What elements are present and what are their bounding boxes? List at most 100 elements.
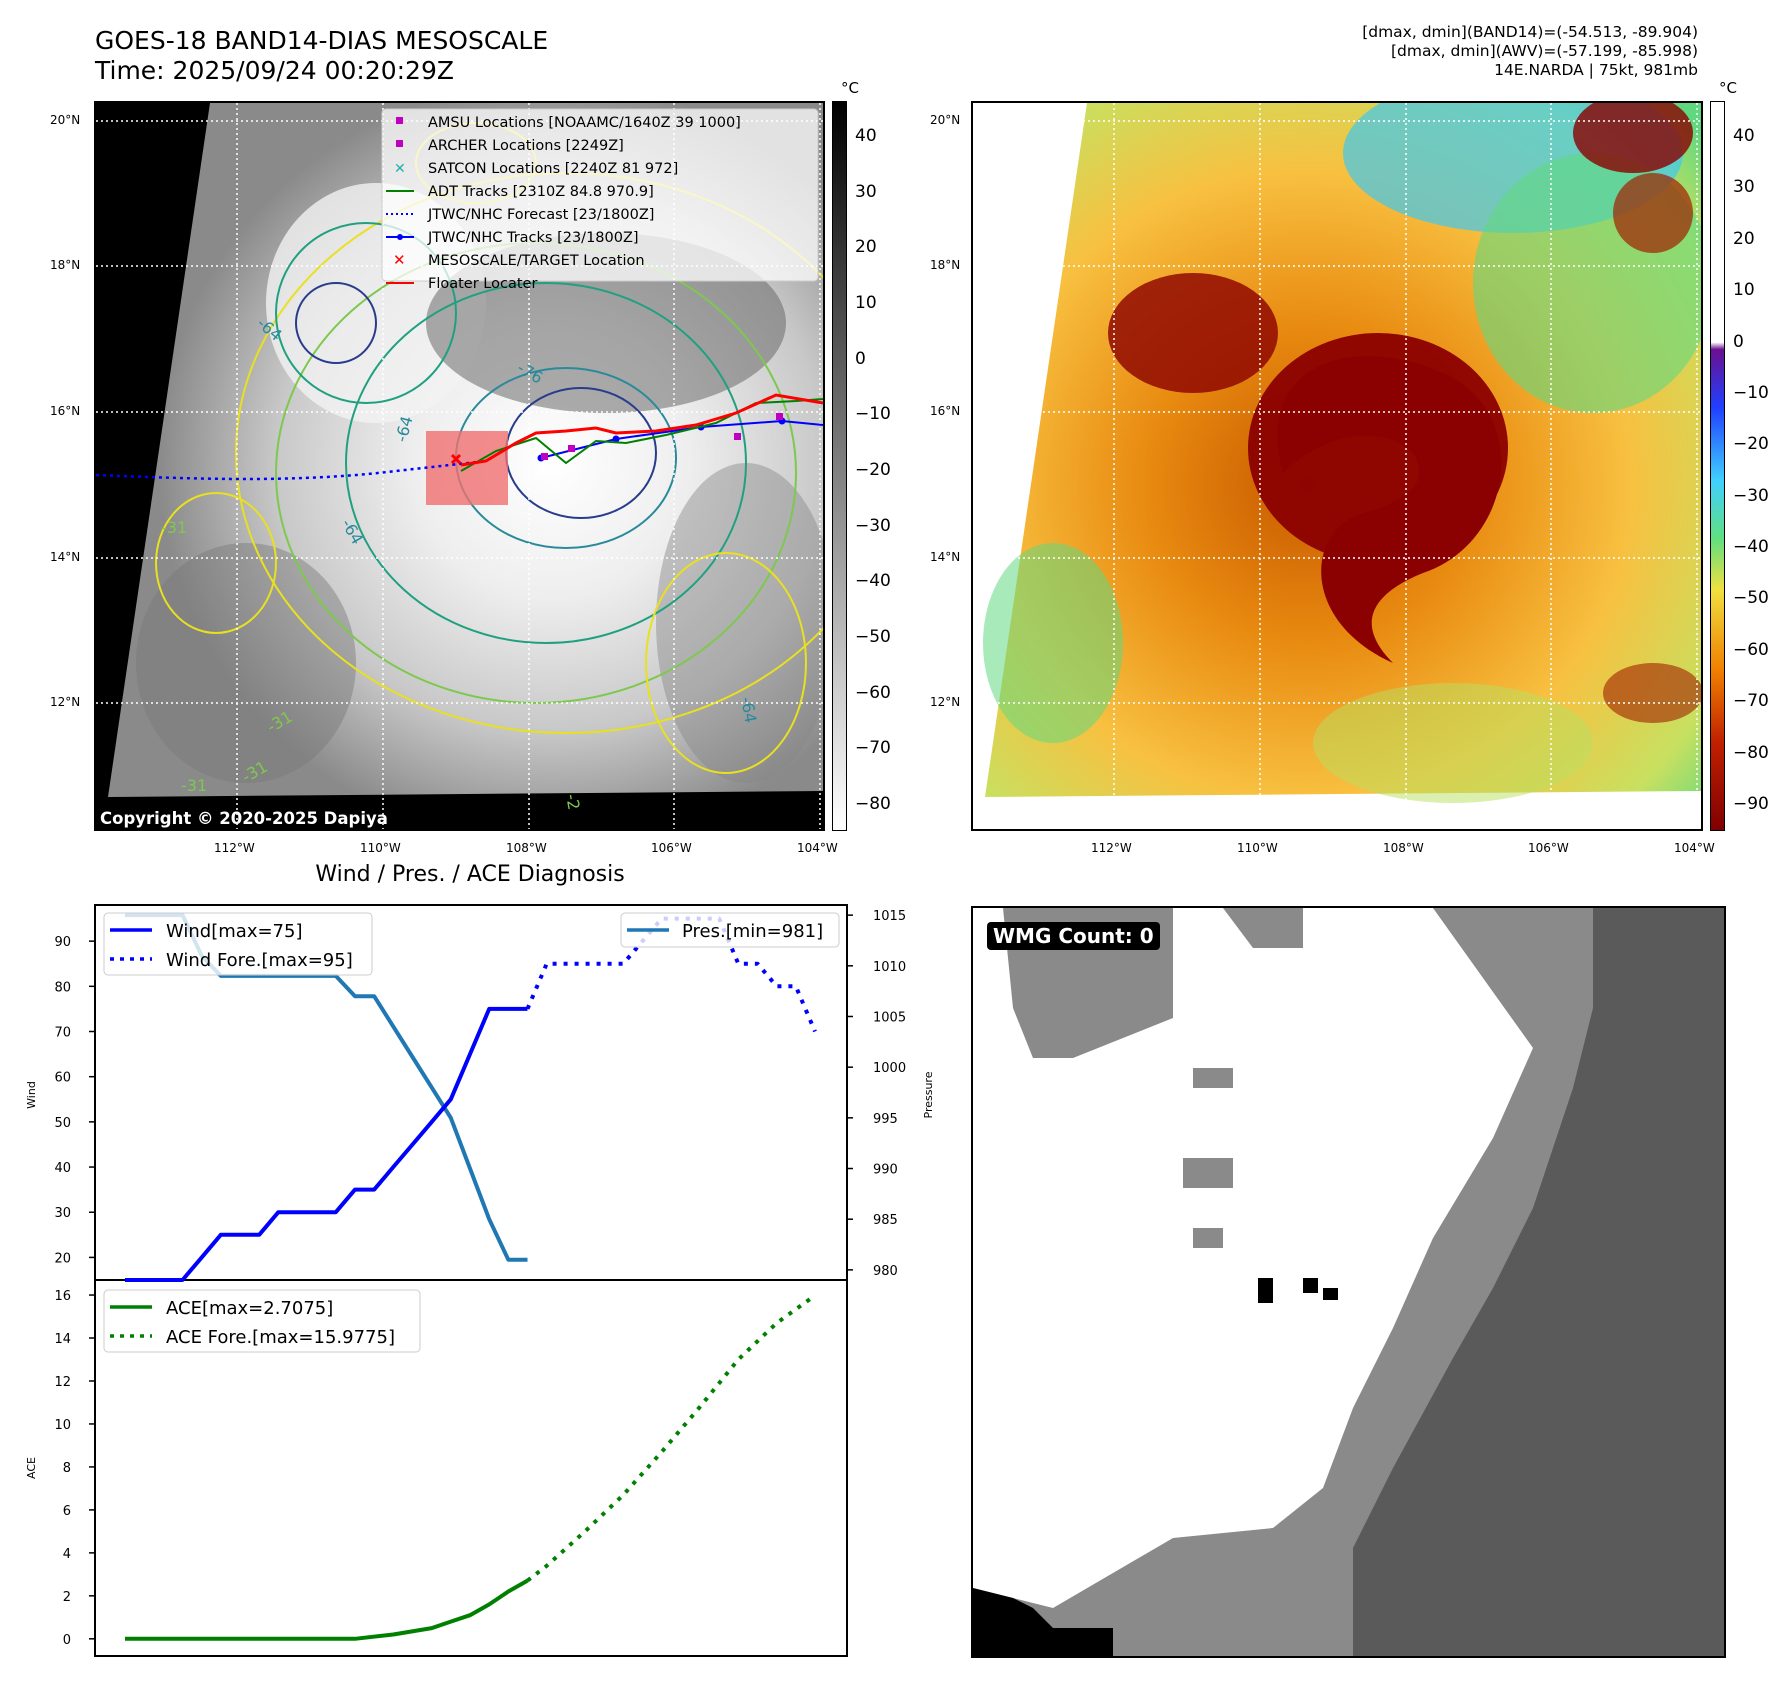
lon-label: 110°W: [1237, 841, 1278, 855]
ace-axes: [94, 1279, 848, 1657]
colorbar-tick: 30: [1733, 177, 1755, 198]
pressure-ticks: 980 985 990 995 1000 1005 1010 1015: [847, 909, 906, 1279]
ace-legend: ACE[max=2.7075] ACE Fore.[max=15.9775]: [103, 1289, 421, 1353]
svg-text:AMSU Locations [NOAAMC/1640Z 3: AMSU Locations [NOAAMC/1640Z 39 1000]: [428, 115, 741, 131]
map-legend: AMSU Locations [NOAAMC/1640Z 39 1000] AR…: [381, 108, 819, 292]
contour-64: [345, 282, 747, 644]
svg-text:MESOSCALE/TARGET Location: MESOSCALE/TARGET Location: [428, 253, 645, 269]
colorbar-tick: −20: [855, 460, 891, 480]
axis-tick-label: 1010: [873, 960, 906, 975]
svg-text:ARCHER Locations [2249Z]: ARCHER Locations [2249Z]: [428, 138, 624, 154]
axis-tick-label: 8: [63, 1461, 71, 1476]
lat-label: 12°N: [930, 695, 961, 709]
axis-tick-label: 14: [54, 1332, 71, 1347]
ir-map-panel[interactable]: -64 -76 -64 -64 -31 -31 -31 -31 -64 -2: [94, 101, 825, 831]
colorbar-tick: −80: [1733, 742, 1769, 763]
diag-title: Wind / Pres. / ACE Diagnosis: [315, 862, 625, 887]
figure-title: GOES-18 BAND14-DIAS MESOSCALE Time: 2025…: [95, 26, 548, 86]
colorbar-unit: °C: [841, 79, 859, 97]
colorbar-tick: −10: [855, 404, 891, 425]
lat-label: 12°N: [50, 695, 81, 709]
storm-info: 14E.NARDA | 75kt, 981mb: [1494, 61, 1698, 79]
pressure-legend: Pres.[min=981]: [620, 912, 840, 948]
svg-text:ACE[max=2.7075]: ACE[max=2.7075]: [166, 1298, 333, 1319]
copyright: Copyright © 2020-2025 Dapiya: [100, 809, 388, 828]
svg-text:-31: -31: [161, 518, 187, 537]
svg-text:Pres.[min=981]: Pres.[min=981]: [682, 921, 823, 942]
diag-band14: [dmax, dmin](BAND14)=(-54.513, -89.904): [1362, 23, 1698, 41]
svg-text:-31: -31: [181, 776, 207, 795]
svg-text:ADT Tracks [2310Z 84.8 970.9]: ADT Tracks [2310Z 84.8 970.9]: [428, 184, 654, 200]
adt-track: [460, 398, 823, 472]
lon-label: 106°W: [651, 841, 692, 855]
colorbar-tick: 30: [855, 181, 877, 202]
axis-tick-label: 980: [873, 1264, 898, 1279]
wmg-count: WMG Count: 0: [987, 922, 1160, 950]
lon-label: 104°W: [797, 841, 838, 855]
lon-label: 108°W: [506, 841, 547, 855]
wind-ticks: 20 30 40 50 60 70 80 90: [54, 935, 95, 1266]
axis-tick-label: 1000: [873, 1061, 906, 1076]
wmg-region-dark: [1353, 908, 1724, 1656]
floater-track: [460, 393, 823, 467]
lat-label: 14°N: [930, 550, 961, 564]
colorbar-tick: −70: [855, 738, 891, 759]
colorbar-tick: −30: [1733, 485, 1769, 506]
wmg-black-region: [973, 1588, 1113, 1656]
svg-text:Wind[max=75]: Wind[max=75]: [166, 921, 303, 942]
axis-tick-label: 50: [54, 1116, 71, 1131]
wind-line: [125, 1006, 528, 1282]
axis-tick-label: 12: [54, 1375, 71, 1390]
axis-tick-label: 995: [873, 1112, 898, 1127]
colorbar-tick: −60: [855, 682, 891, 703]
lon-label: 112°W: [1091, 841, 1132, 855]
axis-tick-label: 10: [54, 1418, 71, 1433]
axis-tick-label: 0: [63, 1633, 71, 1648]
colorbar-tick: −80: [855, 794, 891, 814]
colorbar-tick: 20: [855, 237, 877, 258]
awv-map-panel[interactable]: [971, 101, 1703, 831]
svg-text:SATCON Locations [2240Z 81 972: SATCON Locations [2240Z 81 972]: [428, 161, 678, 177]
colorbar-tick: −70: [1733, 691, 1769, 712]
diag-info: [dmax, dmin](BAND14)=(-54.513, -89.904) …: [1362, 23, 1698, 80]
svg-text:ACE Fore.[max=15.9775]: ACE Fore.[max=15.9775]: [166, 1327, 395, 1348]
wmg-panel[interactable]: WMG Count: 0: [971, 906, 1726, 1658]
lat-label: 16°N: [930, 404, 961, 418]
colorbar-tick: −50: [1733, 588, 1769, 609]
colorbar-tick: −90: [1733, 794, 1769, 814]
axis-tick-label: 16: [54, 1289, 71, 1304]
pressure-axis-label: Pressure: [922, 1071, 935, 1118]
axis-tick-label: 70: [54, 1026, 71, 1041]
colorbar-tick: −20: [1733, 434, 1769, 455]
colorbar-unit: °C: [1719, 79, 1737, 97]
diag-awv: [dmax, dmin](AWV)=(-57.199, -85.998): [1391, 42, 1698, 60]
colorbar-tick: 10: [855, 293, 877, 313]
svg-text:✕: ✕: [394, 161, 406, 177]
svg-text:-2: -2: [562, 792, 583, 811]
ace-ticks: 0 2 4 6 8 10 12 14 16: [54, 1289, 95, 1648]
ace-line: [125, 1578, 529, 1641]
lat-label: 20°N: [50, 113, 81, 127]
forecast-track: [96, 459, 487, 481]
wind-axis-label: Wind: [25, 1081, 38, 1109]
colorbar-tick: −40: [1733, 537, 1769, 558]
axis-tick-label: 30: [54, 1206, 71, 1221]
lon-label: 110°W: [360, 841, 401, 855]
svg-text:Floater Locater: Floater Locater: [428, 276, 537, 292]
lon-label: 106°W: [1528, 841, 1569, 855]
colorbar-tick: 40: [855, 126, 877, 146]
ace-forecast-line: [526, 1293, 817, 1583]
lon-label: 112°W: [214, 841, 255, 855]
colorbar-tick: 40: [1733, 126, 1755, 146]
axis-tick-label: 4: [63, 1547, 71, 1562]
svg-text:Wind Fore.[max=95]: Wind Fore.[max=95]: [166, 950, 353, 971]
colorbar-color: [1710, 101, 1725, 831]
lat-label: 20°N: [930, 113, 961, 127]
axis-tick-label: 60: [54, 1071, 71, 1086]
colorbar-tick: −30: [855, 515, 891, 536]
lat-label: 18°N: [930, 258, 961, 272]
axis-tick-label: 2: [63, 1590, 71, 1605]
ace-lines: [125, 1293, 817, 1641]
axis-tick-label: 80: [54, 980, 71, 995]
